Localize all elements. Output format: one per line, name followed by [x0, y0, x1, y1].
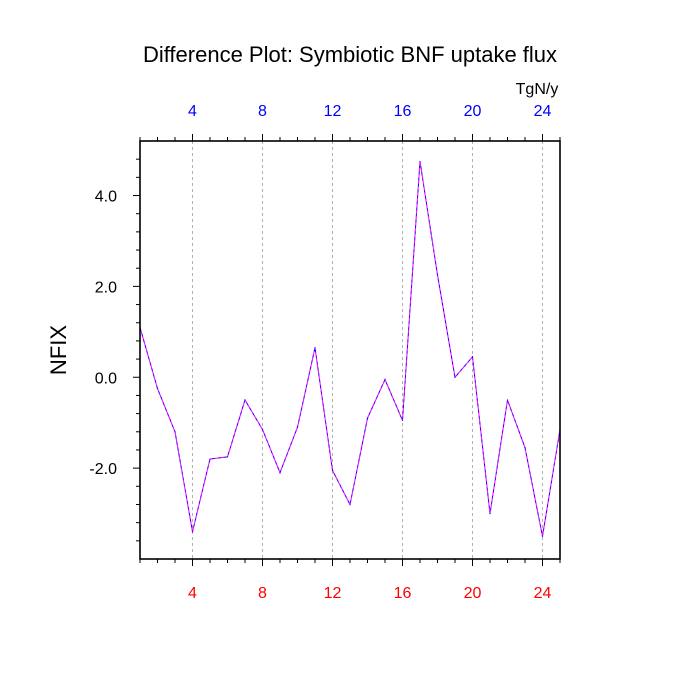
data-point — [524, 447, 526, 449]
data-point — [349, 503, 351, 506]
x-tick-label-top: 4 — [188, 103, 197, 120]
x-tick-label-top: 24 — [534, 103, 552, 120]
x-tick-label-bottom: 16 — [394, 585, 412, 602]
data-point — [331, 469, 334, 472]
data-point — [156, 388, 159, 390]
y-tick-label: 2.0 — [95, 279, 117, 296]
data-point — [419, 160, 421, 163]
data-point — [261, 428, 264, 431]
data-point — [471, 356, 474, 358]
series-line-b — [139, 161, 561, 537]
x-tick-label-bottom: 12 — [324, 585, 342, 602]
x-tick-label-top: 8 — [258, 103, 267, 120]
chart-title: Difference Plot: Symbiotic BNF uptake fl… — [143, 42, 557, 67]
x-tick-label-top: 12 — [324, 103, 342, 120]
data-point — [541, 535, 544, 537]
x-tick-label-bottom: 8 — [258, 585, 267, 602]
data-point — [454, 376, 456, 378]
x-tick-label-bottom: 4 — [188, 585, 197, 602]
units-label: TgN/y — [516, 81, 559, 98]
x-tick-label-top: 16 — [394, 103, 412, 120]
data-point — [296, 426, 299, 428]
data-point — [401, 419, 404, 422]
plot-frame — [139, 140, 561, 560]
data-point — [226, 456, 229, 458]
data-point — [436, 274, 439, 276]
data-point — [191, 531, 194, 533]
y-axis-label: NFIX — [46, 325, 71, 375]
x-tick-label-bottom: 24 — [534, 585, 552, 602]
data-point — [174, 431, 176, 433]
data-point — [279, 472, 281, 474]
tick-layer — [133, 134, 561, 566]
data-point — [489, 512, 491, 515]
grid-layer — [192, 141, 543, 559]
series-line-a — [139, 161, 561, 537]
data-point — [209, 458, 211, 460]
data-point — [384, 378, 386, 381]
label-layer: 4 4 8 8 12 12 16 16 20 20 24 24 4.0 2.0 0.0 -2.0 — [89, 103, 551, 602]
data-point — [366, 417, 369, 419]
data-point — [506, 399, 509, 401]
y-tick-label: 0.0 — [95, 370, 117, 387]
x-tick-label-top: 20 — [464, 103, 482, 120]
y-tick-label: -2.0 — [89, 461, 117, 478]
series-layer — [139, 160, 561, 537]
y-tick-label: 4.0 — [95, 189, 117, 206]
data-point — [244, 399, 246, 401]
data-point — [314, 347, 316, 349]
x-tick-label-bottom: 20 — [464, 585, 482, 602]
